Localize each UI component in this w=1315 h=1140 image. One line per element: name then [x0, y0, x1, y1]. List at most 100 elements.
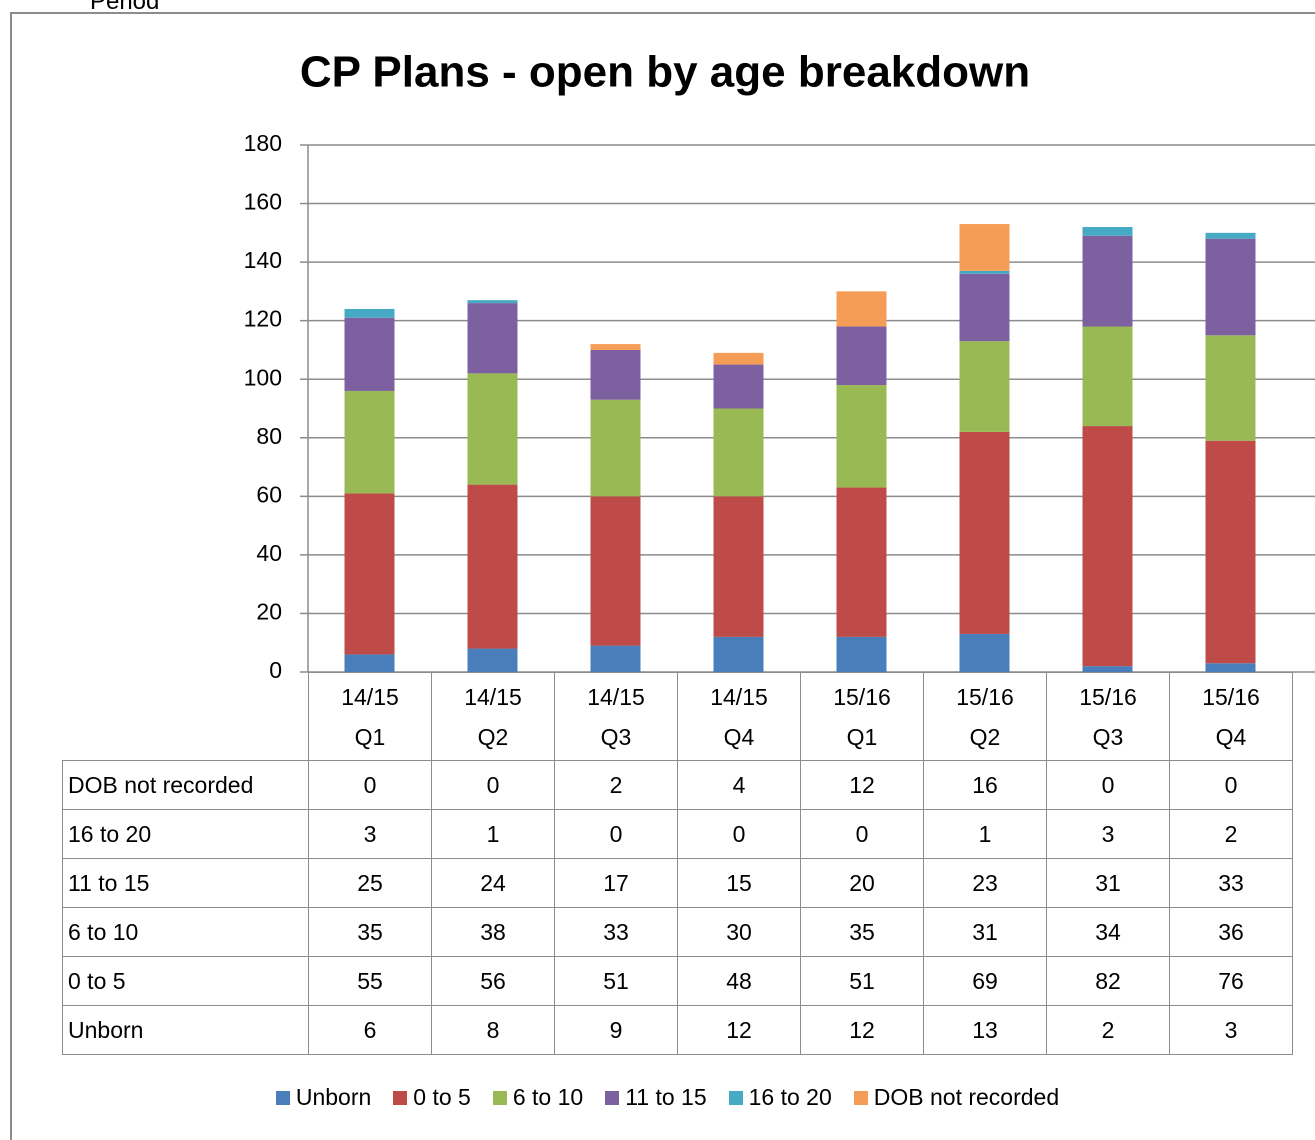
table-cell: 4 — [677, 760, 801, 810]
bar-segment — [467, 300, 518, 304]
bar-segment — [1205, 335, 1256, 441]
x-tick-label: 15/16 Q4 — [1169, 672, 1293, 761]
table-cell: 2 — [554, 760, 678, 810]
legend-swatch — [492, 1090, 507, 1105]
x-tick-label: 14/15 Q1 — [308, 672, 432, 761]
table-cell: 51 — [554, 956, 678, 1006]
table-cell: 31 — [923, 907, 1047, 957]
table-cell: 48 — [677, 956, 801, 1006]
table-cell: 25 — [308, 858, 432, 908]
bar-segment — [1205, 232, 1256, 239]
bar-segment — [467, 373, 518, 485]
table-cell: 69 — [923, 956, 1047, 1006]
bar-segment — [713, 636, 764, 672]
chart-frame — [10, 12, 1315, 1140]
table-cell: 36 — [1169, 907, 1293, 957]
bar-segment — [713, 408, 764, 497]
bar-segment — [959, 431, 1010, 634]
y-tick-label: 60 — [256, 481, 282, 507]
table-row-label: 6 to 10 — [62, 907, 309, 957]
legend-label: 16 to 20 — [748, 1084, 832, 1110]
table-cell: 30 — [677, 907, 801, 957]
bar-segment — [959, 270, 1010, 274]
legend-entry: 0 to 5 — [393, 1084, 471, 1111]
bar-segment — [590, 645, 641, 672]
x-tick-label: 15/16 Q3 — [1046, 672, 1170, 761]
table-cell: 0 — [677, 809, 801, 859]
table-cell: 33 — [554, 907, 678, 957]
legend-label: 0 to 5 — [413, 1084, 471, 1110]
y-tick-label: 120 — [244, 306, 282, 332]
table-cell: 23 — [923, 858, 1047, 908]
bar-segment — [467, 648, 518, 672]
y-tick-label: 40 — [256, 540, 282, 566]
table-cell: 0 — [800, 809, 924, 859]
bar-segment — [836, 291, 887, 327]
bar-segment — [590, 344, 641, 350]
table-cell: 2 — [1169, 809, 1293, 859]
table-cell: 17 — [554, 858, 678, 908]
x-tick-label: 15/16 Q2 — [923, 672, 1047, 761]
bar-segment — [713, 364, 764, 409]
table-cell: 3 — [1046, 809, 1170, 859]
bar-segment — [959, 341, 1010, 432]
bar-segment — [1082, 226, 1133, 236]
bar-segment — [344, 308, 395, 318]
chart-title: CP Plans - open by age breakdown — [300, 48, 1030, 97]
table-cell: 38 — [431, 907, 555, 957]
y-tick-label: 80 — [256, 423, 282, 449]
bar-segment — [836, 636, 887, 672]
legend-entry: Unborn — [275, 1084, 372, 1111]
y-tick-label: 0 — [269, 657, 282, 683]
bar-segment — [1205, 440, 1256, 664]
bar-segment — [590, 349, 641, 400]
table-cell: 34 — [1046, 907, 1170, 957]
table-cell: 35 — [800, 907, 924, 957]
table-cell: 35 — [308, 907, 432, 957]
table-cell: 31 — [1046, 858, 1170, 908]
table-cell: 0 — [554, 809, 678, 859]
bar-segment — [1082, 235, 1133, 327]
legend-swatch — [605, 1090, 620, 1105]
table-cell: 56 — [431, 956, 555, 1006]
y-tick-label: 140 — [244, 247, 282, 273]
table-cell: 16 — [923, 760, 1047, 810]
legend-label: Unborn — [295, 1084, 372, 1110]
bar-segment — [959, 633, 1010, 672]
table-cell: 76 — [1169, 956, 1293, 1006]
legend-label: 11 to 15 — [625, 1084, 707, 1110]
legend-entry: 16 to 20 — [728, 1084, 832, 1111]
bar-segment — [1205, 238, 1256, 336]
table-cell: 6 — [308, 1005, 432, 1055]
table-cell: 3 — [308, 809, 432, 859]
table-cell: 82 — [1046, 956, 1170, 1006]
legend-entry: 6 to 10 — [492, 1084, 584, 1111]
legend-swatch — [393, 1090, 408, 1105]
table-cell: 24 — [431, 858, 555, 908]
bar-segment — [959, 273, 1010, 342]
table-cell: 0 — [1169, 760, 1293, 810]
table-cell: 0 — [431, 760, 555, 810]
bar-segment — [1082, 326, 1133, 427]
bar-segment — [344, 654, 395, 672]
bar-segment — [836, 487, 887, 637]
legend-label: 6 to 10 — [512, 1084, 584, 1110]
bar-segment — [836, 385, 887, 488]
legend-entry: DOB not recorded — [853, 1084, 1060, 1111]
bar-segment — [590, 399, 641, 497]
table-cell: 51 — [800, 956, 924, 1006]
table-cell: 15 — [677, 858, 801, 908]
legend-swatch — [728, 1090, 743, 1105]
legend-label: DOB not recorded — [873, 1084, 1060, 1110]
bar-segment — [1082, 666, 1133, 672]
table-cell: 0 — [308, 760, 432, 810]
table-cell: 9 — [554, 1005, 678, 1055]
table-cell: 1 — [923, 809, 1047, 859]
table-cell: 13 — [923, 1005, 1047, 1055]
table-cell: 20 — [800, 858, 924, 908]
table-cell: 0 — [1046, 760, 1170, 810]
y-tick-label: 20 — [256, 599, 282, 625]
bar-segment — [713, 352, 764, 365]
